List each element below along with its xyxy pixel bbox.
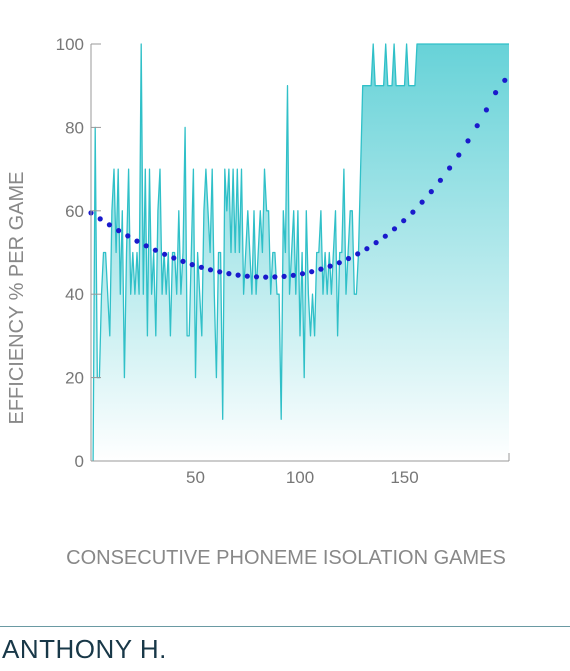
trend-dot xyxy=(217,269,223,275)
trend-dot xyxy=(244,273,250,279)
trend-dot xyxy=(456,152,462,158)
trend-dot xyxy=(483,107,489,113)
y-axis-title: EFFICIENCY % PER GAME xyxy=(6,171,28,424)
trend-dot xyxy=(355,251,361,257)
trend-dot xyxy=(336,260,342,266)
trend-dot xyxy=(364,246,370,252)
trend-dot xyxy=(474,123,480,129)
x-ticks: 50 100 150 xyxy=(186,453,510,487)
trend-dot xyxy=(116,228,122,234)
efficiency-line xyxy=(92,43,509,462)
trend-dot xyxy=(309,269,315,275)
divider xyxy=(0,626,570,627)
trend-dot xyxy=(345,255,352,262)
trend-dot xyxy=(97,216,103,222)
trend-dot xyxy=(263,274,269,280)
trend-dot xyxy=(162,251,168,257)
efficiency-chart: 0 20 40 60 80 100 50 100 150 EFFICIENCY % PER G… xyxy=(6,35,510,569)
y-tick-label: 100 xyxy=(56,35,84,54)
trend-dot xyxy=(428,189,434,195)
y-tick-label: 0 xyxy=(75,452,84,471)
trend-dot xyxy=(180,258,186,264)
x-tick-label: 150 xyxy=(390,468,418,487)
student-name: ANTHONY H. xyxy=(2,634,167,664)
y-tick-label: 20 xyxy=(65,369,84,388)
trend-dot xyxy=(272,274,278,280)
trend-dot xyxy=(299,271,306,277)
trend-dot xyxy=(235,272,241,278)
trend-dot xyxy=(143,243,149,249)
plot-area xyxy=(88,43,509,462)
trend-dot xyxy=(401,218,407,224)
area-fill xyxy=(93,44,509,461)
trend-dot xyxy=(410,209,416,215)
y-tick-label: 80 xyxy=(65,118,84,137)
trend-dot xyxy=(198,264,204,270)
y-ticks: 0 20 40 60 80 100 xyxy=(56,35,101,471)
trend-dot xyxy=(226,271,232,277)
y-tick-label: 60 xyxy=(65,202,84,221)
trend-dot xyxy=(281,273,287,279)
trend-dot xyxy=(327,263,333,269)
x-axis-title: CONSECUTIVE PHONEME ISOLATION GAMES xyxy=(66,547,506,569)
trend-dot xyxy=(502,77,508,83)
trend-dot xyxy=(253,274,260,280)
trend-dot xyxy=(171,255,177,261)
x-tick-label: 50 xyxy=(186,468,205,487)
trend-line xyxy=(88,77,508,280)
trend-dot xyxy=(106,222,112,228)
trend-dot xyxy=(373,240,379,246)
trend-dot xyxy=(493,90,499,96)
axes: 0 20 40 60 80 100 50 100 150 xyxy=(56,35,510,487)
trend-dot xyxy=(437,177,443,183)
trend-dot xyxy=(207,267,214,273)
trend-dot xyxy=(290,272,296,278)
trend-dot xyxy=(465,138,471,144)
y-tick-label: 40 xyxy=(65,285,84,304)
trend-dot xyxy=(152,247,158,253)
trend-dot xyxy=(391,226,398,232)
trend-dot xyxy=(134,238,140,244)
trend-dot xyxy=(189,262,195,268)
trend-dot xyxy=(318,266,324,272)
trend-dot xyxy=(447,165,453,171)
trend-dot xyxy=(419,199,425,205)
trend-dot xyxy=(382,233,388,239)
x-tick-label: 100 xyxy=(286,468,314,487)
trend-dot xyxy=(125,233,131,239)
